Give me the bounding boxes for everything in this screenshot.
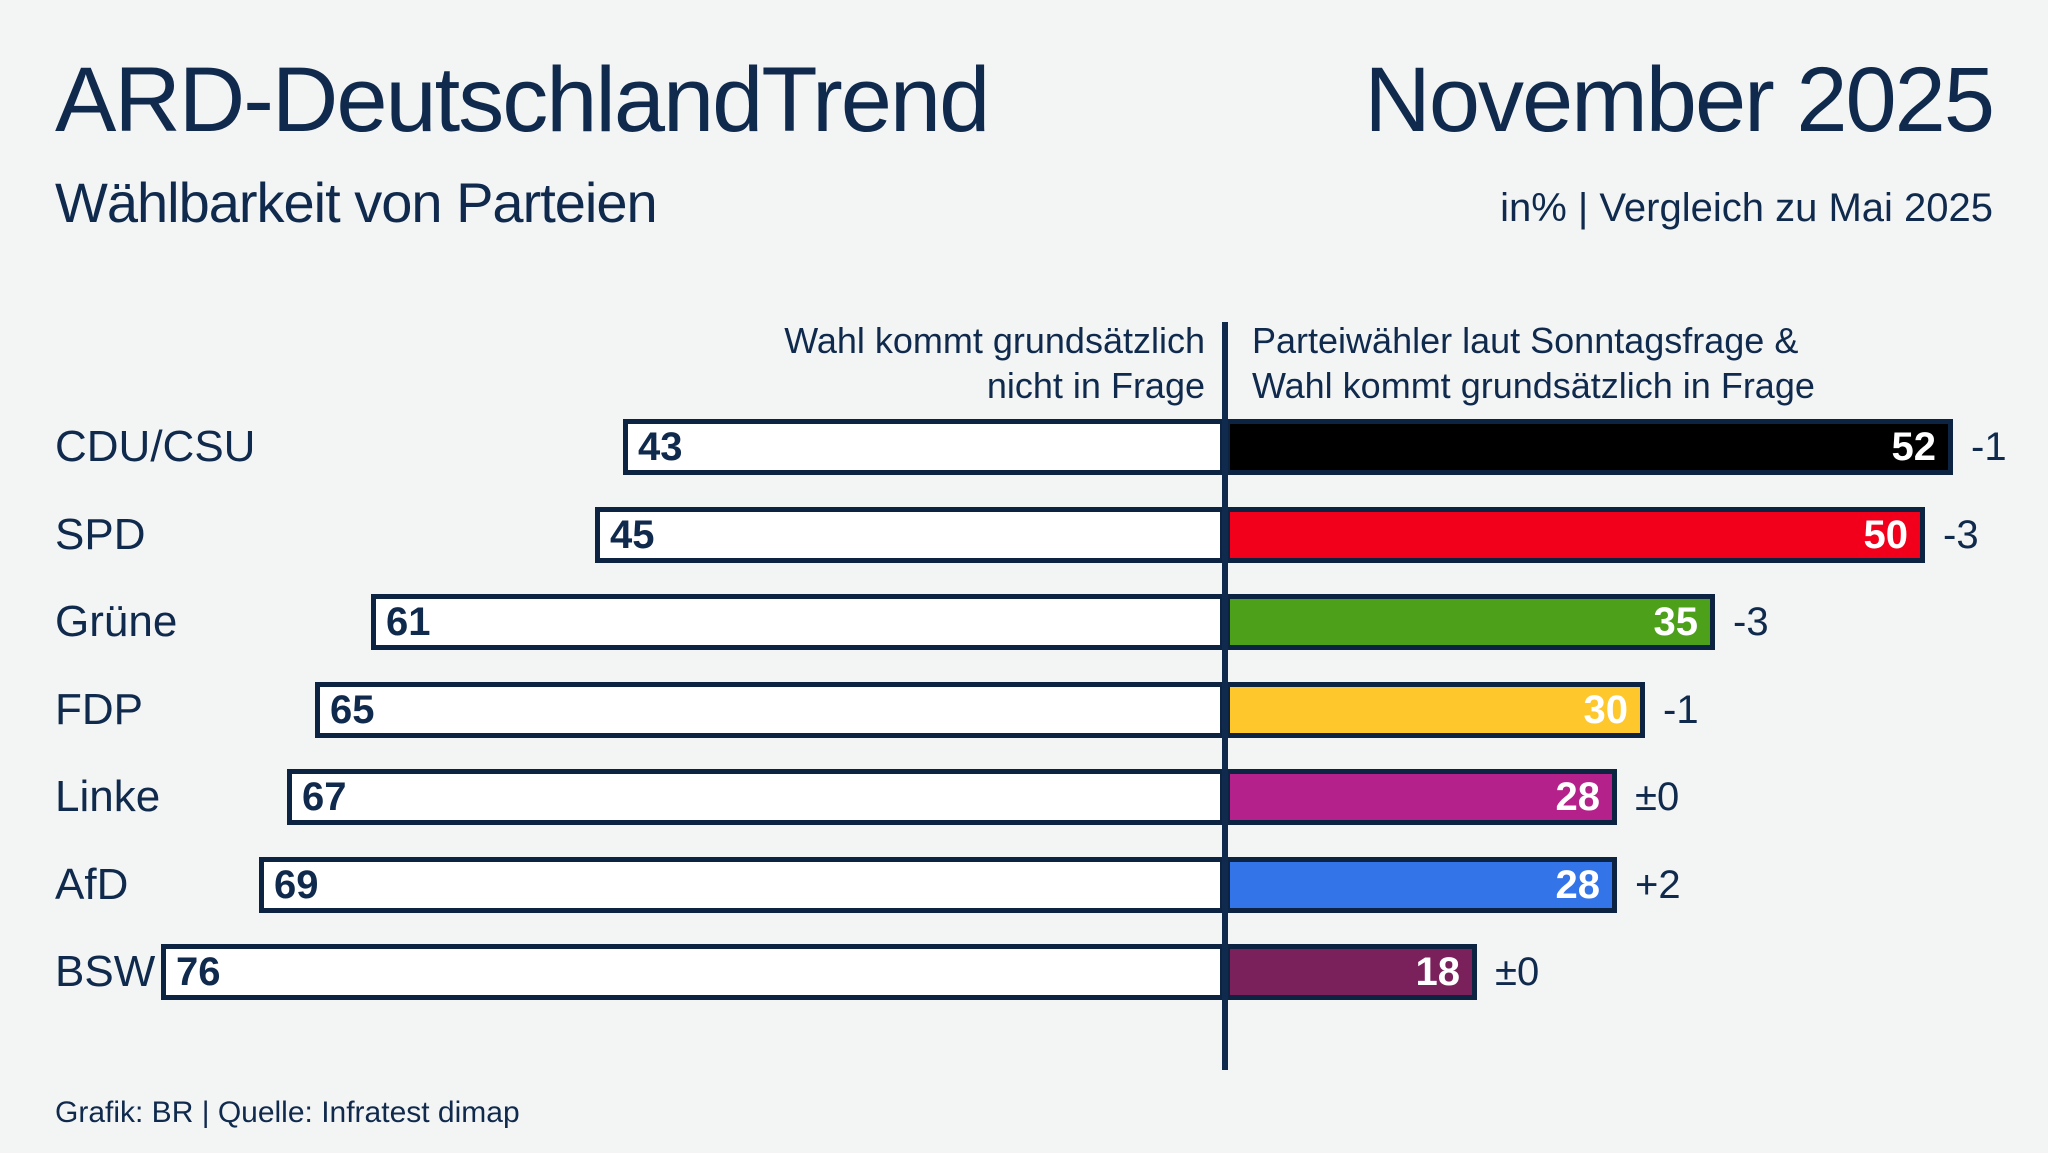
column-header-right-line2: Wahl kommt grundsätzlich in Frage: [1252, 365, 1815, 406]
change-label: ±0: [1635, 774, 1680, 819]
chart-row: AfD 69 28 +2: [0, 857, 2048, 913]
bar-nicht-in-frage: 67: [287, 769, 1225, 825]
bar-value-right: 30: [1583, 688, 1629, 732]
bar-in-frage: 52: [1225, 419, 1953, 475]
bar-in-frage: 28: [1225, 857, 1617, 913]
period-label: November 2025: [1364, 49, 1995, 151]
bar-value-left: 65: [330, 688, 375, 732]
bar-in-frage: 28: [1225, 769, 1617, 825]
change-label: -3: [1733, 599, 1769, 644]
bar-value-right: 50: [1863, 513, 1909, 557]
column-header-right-line1: Parteiwähler laut Sonntagsfrage &: [1252, 320, 1799, 361]
bar-value-right: 28: [1555, 775, 1601, 819]
change-label: +2: [1635, 862, 1681, 907]
chart-row: FDP 65 30 -1: [0, 682, 2048, 738]
chart-row: BSW 76 18 ±0: [0, 944, 2048, 1000]
bar-nicht-in-frage: 76: [161, 944, 1225, 1000]
column-header-left-line1: Wahl kommt grundsätzlich: [784, 320, 1205, 361]
bar-value-left: 76: [176, 950, 221, 994]
bar-value-left: 43: [638, 425, 683, 469]
bar-in-frage: 50: [1225, 507, 1925, 563]
bar-value-right: 28: [1555, 863, 1601, 907]
center-axis-line: [1222, 322, 1228, 1070]
change-label: -1: [1971, 424, 2007, 469]
page-subtitle: Wählbarkeit von Parteien: [55, 171, 658, 234]
chart-row: Linke 67 28 ±0: [0, 769, 2048, 825]
chart-row: Grüne 61 35 -3: [0, 594, 2048, 650]
chart-row: CDU/CSU 43 52 -1: [0, 419, 2048, 475]
page-title: ARD-DeutschlandTrend: [55, 49, 990, 151]
unit-note: in% | Vergleich zu Mai 2025: [1500, 186, 1993, 230]
column-header-left: Wahl kommt grundsätzlich nicht in Frage: [784, 318, 1205, 408]
bar-in-frage: 35: [1225, 594, 1715, 650]
change-label: ±0: [1495, 949, 1540, 994]
party-label: Linke: [55, 772, 161, 821]
bar-in-frage: 30: [1225, 682, 1645, 738]
change-label: -3: [1943, 512, 1979, 557]
column-header-right: Parteiwähler laut Sonntagsfrage & Wahl k…: [1252, 318, 1815, 408]
bar-value-left: 61: [386, 600, 431, 644]
bar-value-right: 35: [1653, 600, 1699, 644]
bar-value-right: 52: [1891, 425, 1937, 469]
bar-value-left: 67: [302, 775, 347, 819]
bar-value-left: 69: [274, 863, 319, 907]
bar-in-frage: 18: [1225, 944, 1477, 1000]
column-header-left-line2: nicht in Frage: [986, 365, 1205, 406]
bar-nicht-in-frage: 61: [371, 594, 1225, 650]
bar-value-left: 45: [610, 513, 655, 557]
bar-nicht-in-frage: 69: [259, 857, 1225, 913]
party-label: FDP: [55, 685, 143, 734]
party-label: CDU/CSU: [55, 422, 256, 471]
party-label: SPD: [55, 510, 146, 559]
bar-nicht-in-frage: 45: [595, 507, 1225, 563]
party-label: Grüne: [55, 597, 178, 646]
party-label: BSW: [55, 947, 156, 996]
bar-nicht-in-frage: 43: [623, 419, 1225, 475]
chart-row: SPD 45 50 -3: [0, 507, 2048, 563]
party-label: AfD: [55, 860, 129, 909]
bar-value-right: 18: [1415, 950, 1461, 994]
change-label: -1: [1663, 687, 1699, 732]
bar-nicht-in-frage: 65: [315, 682, 1225, 738]
credit-line: Grafik: BR | Quelle: Infratest dimap: [55, 1096, 520, 1129]
